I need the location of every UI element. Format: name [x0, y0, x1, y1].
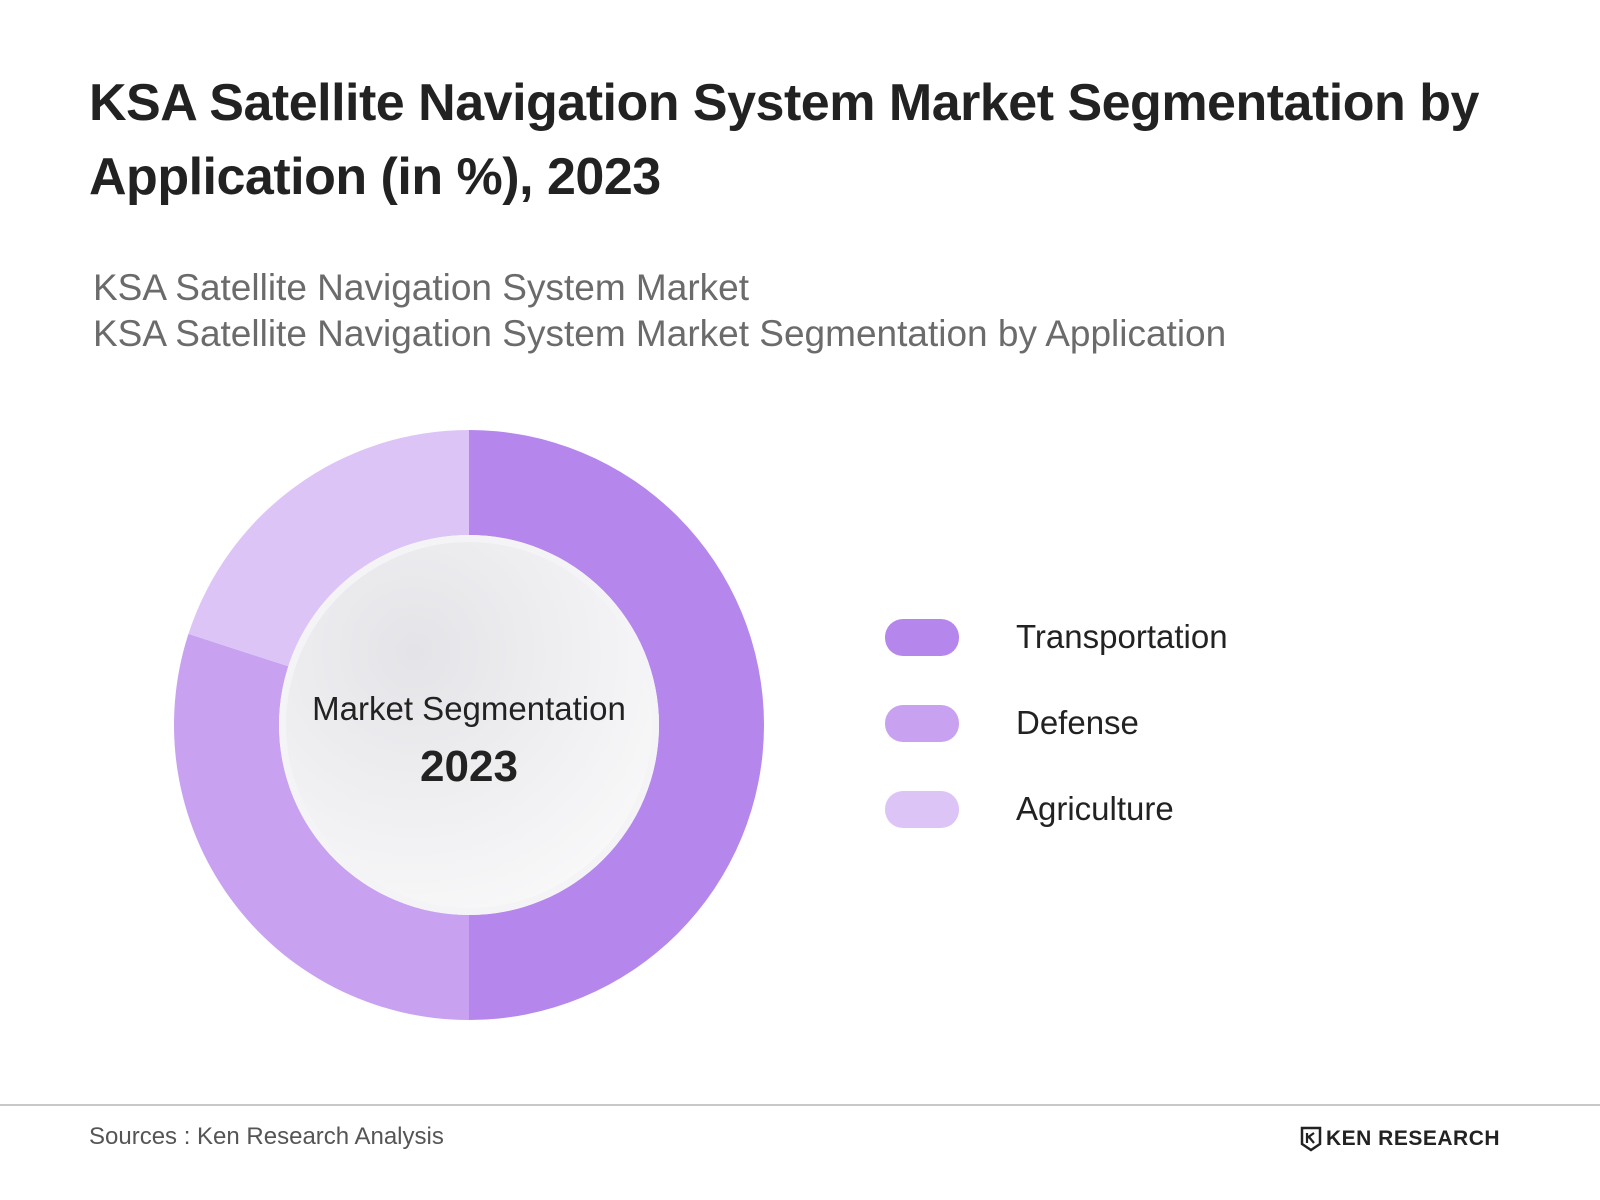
center-value: 2023	[420, 742, 518, 791]
legend-label-defense: Defense	[1016, 704, 1139, 741]
legend-label-transportation: Transportation	[1016, 618, 1228, 655]
legend-swatch-defense	[885, 705, 959, 742]
legend-swatch-transportation	[885, 619, 959, 656]
center-label: Market Segmentation	[312, 690, 626, 727]
legend-label-agriculture: Agriculture	[1016, 790, 1174, 827]
footer-divider	[0, 1104, 1600, 1106]
slice-transportation	[469, 430, 764, 1020]
ken-research-logo-icon	[1300, 1126, 1322, 1152]
chart-subtitle-1: KSA Satellite Navigation System Market	[93, 267, 750, 308]
chart-title: KSA Satellite Navigation System Market S…	[89, 74, 1479, 206]
chart-subtitle-2: KSA Satellite Navigation System Market S…	[93, 313, 1227, 354]
brand-logo: KEN RESEARCH	[1300, 1124, 1500, 1154]
source-note: Sources : Ken Research Analysis	[89, 1123, 444, 1150]
donut-center	[286, 542, 652, 908]
legend-swatch-agriculture	[885, 791, 959, 828]
brand-name: KEN RESEARCH	[1326, 1127, 1501, 1150]
slice-defense	[173, 633, 469, 1020]
slice-agriculture	[188, 430, 469, 667]
